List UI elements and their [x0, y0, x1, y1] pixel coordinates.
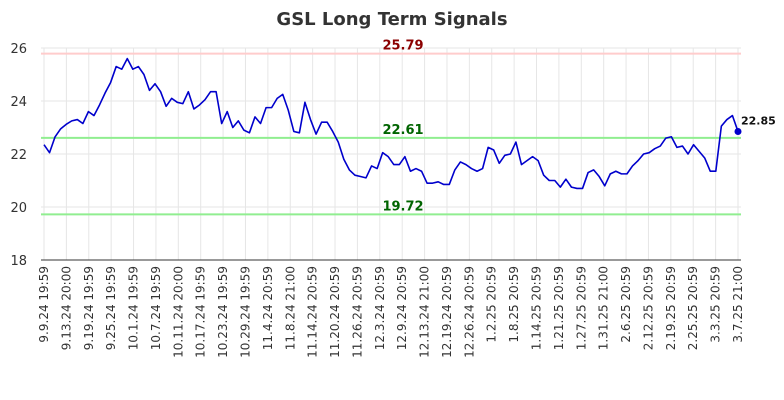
y-tick-label: 20	[10, 201, 27, 216]
x-tick-label: 1.14.25 20:59	[530, 266, 544, 350]
x-tick-label: 10.23.24 19:59	[216, 266, 230, 358]
x-tick-label: 1.8.25 20:59	[507, 266, 521, 343]
x-tick-label: 11.14.24 20:59	[306, 266, 320, 358]
x-tick-label: 11.4.24 20:59	[261, 266, 275, 350]
x-tick-label: 3.7.25 21:00	[731, 266, 745, 343]
x-tick-label: 11.20.24 20:59	[328, 266, 342, 358]
y-tick-label: 22	[10, 148, 27, 163]
x-tick-label: 1.2.25 20:59	[485, 266, 499, 343]
last-point-marker	[734, 127, 742, 135]
x-tick-label: 3.3.25 20:59	[709, 266, 723, 343]
x-tick-label: 12.9.24 20:59	[395, 266, 409, 350]
x-tick-label: 1.31.25 21:00	[597, 266, 611, 350]
x-tick-label: 10.1.24 19:59	[127, 266, 141, 350]
y-axis: 18 20 22 24 26	[10, 42, 27, 269]
x-tick-label: 12.19.24 20:59	[440, 266, 454, 358]
reference-line-label: 19.72	[382, 199, 423, 214]
grid	[41, 47, 741, 261]
x-tick-label: 2.25.25 20:59	[686, 266, 700, 350]
x-tick-label: 2.19.25 20:59	[664, 266, 678, 350]
reference-line-label: 22.61	[382, 123, 423, 138]
x-tick-label: 9.19.24 19:59	[82, 266, 96, 350]
series-line-group: 22.85	[43, 57, 776, 190]
x-tick-label: 1.21.25 20:59	[552, 266, 566, 350]
y-tick-label: 26	[10, 42, 27, 57]
x-tick-label: 9.13.24 20:00	[59, 266, 73, 350]
x-tick-label: 11.8.24 21:00	[283, 266, 297, 350]
x-tick-label: 12.13.24 21:00	[418, 266, 432, 358]
x-tick-label: 10.11.24 20:00	[171, 266, 185, 358]
x-axis: 9.9.24 19:59 9.13.24 20:00 9.19.24 19:59 9.…	[37, 259, 745, 358]
chart-title: GSL Long Term Signals	[276, 9, 507, 30]
series-line	[43, 57, 739, 190]
x-tick-label: 2.12.25 20:59	[641, 266, 655, 350]
x-tick-label: 9.25.24 19:59	[104, 266, 118, 350]
x-tick-label: 2.6.25 20:59	[619, 266, 633, 343]
x-tick-label: 12.26.24 20:59	[462, 266, 476, 358]
x-tick-label: 11.26.24 20:59	[350, 266, 364, 358]
y-tick-label: 18	[10, 254, 27, 269]
x-tick-label: 10.17.24 19:59	[194, 266, 208, 358]
x-tick-label: 10.29.24 19:59	[238, 266, 252, 358]
x-tick-label: 9.9.24 19:59	[37, 266, 51, 343]
reference-line-label: 25.79	[382, 39, 423, 54]
y-tick-label: 24	[10, 95, 27, 110]
x-tick-label: 10.7.24 19:59	[149, 266, 163, 350]
reference-lines: 25.79 22.61 19.72	[41, 39, 741, 216]
x-tick-label: 1.27.25 20:59	[574, 266, 588, 350]
last-value-label: 22.85	[741, 114, 776, 127]
x-tick-label: 12.3.24 20:59	[373, 266, 387, 350]
